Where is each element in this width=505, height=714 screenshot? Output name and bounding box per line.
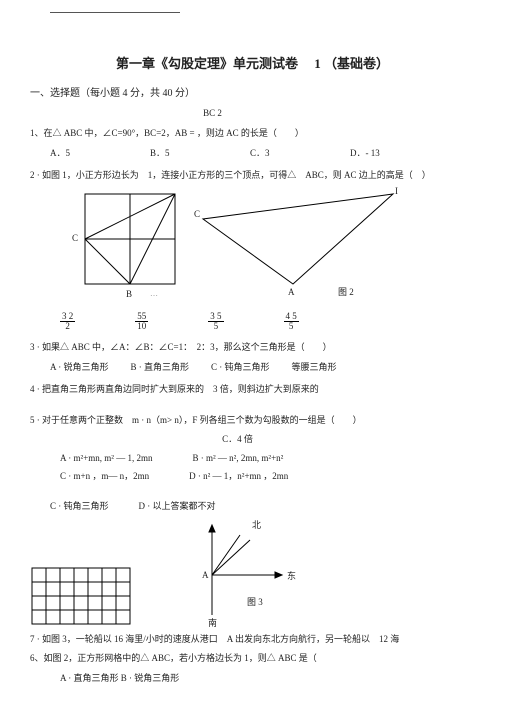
q5-opt-d: D · n² — 1，n²+mn ，2mn xyxy=(189,469,288,482)
q1-opt-c: C．3 xyxy=(250,146,310,159)
q5-options-1: A · m²+mn, m² — 1, 2mn B · m² — n², 2mn,… xyxy=(60,453,475,463)
q2-options: 3 22 5510 3 55 4 55 xyxy=(60,312,475,331)
compass-figure: A 北 东 南 图 3 xyxy=(172,520,302,633)
q6-opt-d: D · 以上答案都不对 xyxy=(139,499,216,512)
fig1-caption: … xyxy=(150,289,158,298)
q1-hint: BC 2 xyxy=(0,107,475,121)
bottom-figures: A 北 东 南 图 3 xyxy=(30,520,475,633)
dir-s: 南 xyxy=(208,616,217,629)
compass-svg xyxy=(172,520,302,630)
q2-text: 2 · 如图 1，小正方形边长为 1，连接小正方形的三个顶点，可得△ ABC，则… xyxy=(30,169,475,183)
q3-text: 3 · 如果△ ABC 中，∠A：∠B：∠C=1： 2：3，那么这个三角形是（ … xyxy=(30,341,475,355)
tri-a: A xyxy=(288,287,295,297)
label-c: C xyxy=(72,233,78,243)
q1-opt-b: B．5 xyxy=(150,146,210,159)
q3-opt-d: 等腰三角形 xyxy=(292,360,337,373)
frac-a: 3 22 xyxy=(60,312,75,331)
q3-opt-c: C · 钝角三角形 xyxy=(211,360,270,373)
figure-1: C B … xyxy=(70,189,180,302)
q3-options: A · 锐角三角形 B · 直角三角形 C · 钝角三角形 等腰三角形 xyxy=(50,360,475,373)
label-b: B xyxy=(126,289,132,299)
frac-c: 3 55 xyxy=(208,312,223,331)
q6-opts: A · 直角三角形 B · 锐角三角形 xyxy=(60,672,475,686)
figure-2: C A I 图 2 xyxy=(198,189,398,302)
q1-options: A．5 B．5 C．3 D．- 13 xyxy=(50,146,475,159)
q5-opt-a: A · m²+mn, m² — 1, 2mn xyxy=(60,453,152,463)
grid-svg xyxy=(30,566,142,630)
q5-options-2: C · m+n ，m— n，2mn D · n² — 1，n²+mn ，2mn xyxy=(60,469,475,482)
q6-row-opts: C · 钝角三角形 D · 以上答案都不对 xyxy=(50,499,475,512)
figure-row-1: C B … C A I 图 2 xyxy=(70,189,475,302)
q6-text: 6、如图 2，正方形网格中的△ ABC，若小方格边长为 1，则△ ABC 是（ xyxy=(30,652,475,666)
page-title: 第一章《勾股定理》单元测试卷 1 （基础卷） xyxy=(30,53,475,72)
grid-figure xyxy=(30,566,142,633)
q1-opt-a: A．5 xyxy=(50,146,110,159)
q1-opt-d: D．- 13 xyxy=(350,146,410,159)
q3-opt-b: B · 直角三角形 xyxy=(131,360,190,373)
triangle-diagram xyxy=(198,189,398,299)
title-prefix: 第一章《勾股定理》单元测试卷 xyxy=(116,56,298,71)
title-num: 1 xyxy=(314,56,321,71)
q5-opt-c: C · m+n ，m— n，2mn xyxy=(60,469,149,482)
q3-opt-a: A · 锐角三角形 xyxy=(50,360,109,373)
compass-a: A xyxy=(202,570,209,580)
section-heading: 一、选择题（每小题 4 分，共 40 分） xyxy=(30,84,475,99)
dir-e: 东 xyxy=(287,569,296,582)
tri-c: C xyxy=(194,209,200,219)
q5-text: 5 · 对于任意两个正整数 m · n（m> n），F 列各组三个数为勾股数的一… xyxy=(30,414,475,428)
q4-text: 4 · 把直角三角形两直角边同时扩大到原来的 3 倍，则斜边扩大到原来的 xyxy=(30,383,475,397)
fig2-caption: 图 2 xyxy=(338,285,354,298)
q7-text: 7 · 如图 3，一轮船以 16 海里/小时的速度从港口 A 出发向东北方向航行… xyxy=(30,633,475,647)
q5-c: C．4 倍 xyxy=(0,433,475,447)
q5-opt-b: B · m² — n², 2mn, m²+n² xyxy=(192,453,283,463)
q1-text: 1、在△ ABC 中，∠C=90°，BC=2，AB = ，则边 AC 的长是（ … xyxy=(30,127,475,141)
title-suffix: （基础卷） xyxy=(324,56,389,71)
frac-d: 4 55 xyxy=(284,312,299,331)
frac-b: 5510 xyxy=(135,312,148,331)
square-diagram xyxy=(70,189,180,299)
q6-opt-c: C · 钝角三角形 xyxy=(50,499,109,512)
dir-n: 北 xyxy=(252,518,261,531)
tri-i: I xyxy=(395,186,398,196)
fig3-caption: 图 3 xyxy=(247,595,263,608)
